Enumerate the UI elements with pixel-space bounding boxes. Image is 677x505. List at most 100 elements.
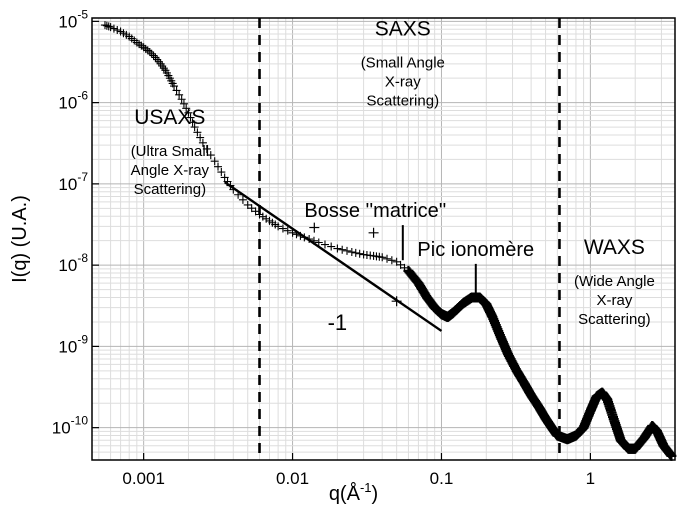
data-point	[288, 228, 297, 237]
grid	[92, 18, 675, 461]
data-point	[179, 99, 188, 108]
data-point	[309, 236, 318, 245]
region-description-line: (Wide Angle	[574, 273, 655, 290]
annotation-text: Pic ionomère	[417, 239, 534, 261]
slope-line-group: -1	[223, 181, 443, 335]
data-point	[170, 82, 179, 91]
region-description-line: (Ultra Small	[131, 143, 209, 160]
data-point	[102, 21, 111, 30]
y-tick-base: 10	[52, 419, 71, 438]
y-tick-label: 10-7	[58, 170, 88, 194]
y-tick-label: 10-6	[58, 89, 88, 113]
y-tick-base: 10	[58, 256, 77, 275]
data-point	[182, 104, 191, 113]
data-point	[113, 26, 122, 35]
data-point	[355, 249, 364, 258]
data-point	[220, 173, 229, 182]
data-point	[106, 23, 115, 32]
data-point	[145, 47, 154, 56]
data-point	[175, 90, 184, 99]
data-point	[387, 256, 396, 265]
data-point	[188, 118, 197, 127]
data-point	[234, 190, 243, 199]
x-axis-label-text: q(Å	[329, 482, 361, 505]
region-description-line: Scattering)	[578, 311, 651, 328]
data-point	[186, 113, 195, 122]
data-point	[283, 226, 292, 235]
data-point	[378, 253, 387, 262]
x-axis-label: q(Å-1)	[329, 480, 378, 505]
y-axis-label: I(q) (U.A.)	[9, 195, 31, 283]
data-point	[320, 240, 329, 249]
data-point	[383, 254, 392, 263]
region-description-line: X-ray	[385, 74, 421, 91]
x-axis-label-tail: )	[372, 483, 379, 505]
data-point	[333, 244, 342, 253]
annotations: Bosse ''matrice'' Pic ionomère	[304, 200, 534, 297]
y-tick-exponent: -9	[77, 332, 88, 346]
data-point	[338, 245, 347, 254]
data-point	[190, 123, 199, 132]
data-point	[184, 108, 193, 117]
data-point	[143, 46, 152, 55]
data-point	[147, 49, 156, 58]
data-point	[149, 51, 158, 60]
data-point	[666, 450, 677, 461]
region-boundaries	[258, 18, 561, 460]
data-point	[343, 246, 352, 255]
data-point	[292, 230, 301, 239]
region-description-line: (Small Angle	[361, 55, 445, 72]
y-tick-exponent: -5	[77, 7, 88, 21]
y-tick-base: 10	[58, 12, 77, 31]
region-description-line: X-ray	[596, 292, 632, 309]
data-point	[177, 95, 186, 104]
data-point	[238, 195, 247, 204]
data-point	[214, 162, 223, 171]
data-point	[278, 224, 287, 233]
data-point	[104, 22, 113, 31]
y-tick-label: 10-9	[58, 332, 88, 356]
region-title: SAXS	[375, 18, 431, 41]
y-tick-exponent: -10	[71, 414, 89, 428]
data-point	[305, 235, 314, 244]
region-title: USAXS	[134, 106, 205, 129]
data-point	[347, 248, 356, 257]
region-description-line: Scattering)	[134, 181, 207, 198]
region-description-line: Scattering)	[367, 93, 440, 110]
data-point	[193, 128, 202, 137]
data-point	[223, 177, 232, 186]
data-point	[274, 222, 283, 231]
slope-line	[223, 181, 443, 332]
data-point	[327, 242, 336, 251]
data-point	[206, 151, 215, 160]
region-title: WAXS	[584, 236, 645, 259]
data-point	[202, 144, 211, 153]
data-point	[229, 185, 238, 194]
y-tick-label: 10-8	[58, 251, 88, 275]
slope-label: -1	[328, 310, 348, 335]
data-point	[139, 43, 148, 52]
data-point	[172, 86, 181, 95]
data-point	[217, 168, 226, 177]
x-tick-label: 1	[586, 469, 595, 488]
annotation-text: Bosse ''matrice''	[304, 200, 446, 222]
y-tick-exponent: -8	[77, 251, 88, 265]
data-point	[226, 181, 235, 190]
x-axis-label-superscript: -1	[360, 480, 372, 495]
region-description-line: Angle X-ray	[131, 162, 210, 179]
y-tick-base: 10	[58, 94, 77, 113]
x-tick-label: 0.001	[122, 469, 165, 488]
data-point-outlier	[391, 296, 402, 307]
data-point	[351, 248, 360, 257]
plot-frame	[91, 17, 676, 461]
data-point	[210, 157, 219, 166]
x-tick-label: 0.1	[430, 469, 454, 488]
data-point	[109, 24, 118, 33]
data-point	[314, 238, 323, 247]
y-tick-base: 10	[58, 175, 77, 194]
data-points	[100, 21, 677, 461]
data-point-outlier	[309, 222, 320, 233]
